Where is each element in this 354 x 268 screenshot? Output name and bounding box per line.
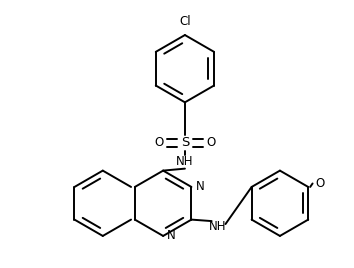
Text: N: N xyxy=(167,229,176,243)
Text: NH: NH xyxy=(209,219,226,233)
Text: N: N xyxy=(195,180,204,193)
Text: O: O xyxy=(316,177,325,190)
Text: NH: NH xyxy=(176,155,194,168)
Text: O: O xyxy=(206,136,215,149)
Text: O: O xyxy=(155,136,164,149)
Text: S: S xyxy=(181,136,189,149)
Text: Cl: Cl xyxy=(179,15,191,28)
